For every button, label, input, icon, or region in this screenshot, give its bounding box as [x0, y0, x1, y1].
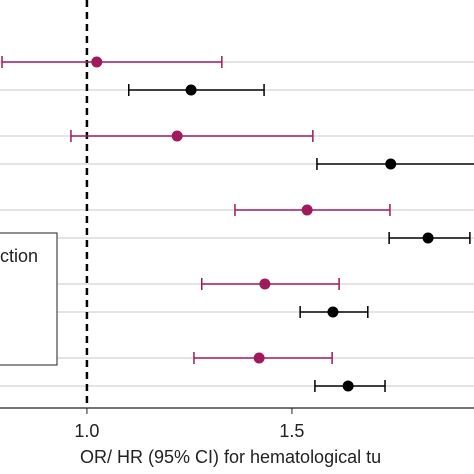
point — [422, 232, 434, 244]
point — [253, 352, 265, 364]
point — [327, 306, 339, 318]
point — [342, 380, 354, 392]
legend-title: ction — [0, 246, 38, 266]
x-tick-label: 1.0 — [74, 421, 99, 441]
x-tick-label: 1.5 — [279, 421, 304, 441]
point — [385, 158, 397, 170]
point — [301, 204, 313, 216]
plot-area — [0, 0, 474, 408]
point — [171, 130, 183, 142]
legend-box — [0, 232, 58, 366]
point — [259, 278, 271, 290]
x-axis-label: OR/ HR (95% CI) for hematological tu — [80, 447, 381, 467]
point — [185, 84, 197, 96]
point — [91, 56, 103, 68]
